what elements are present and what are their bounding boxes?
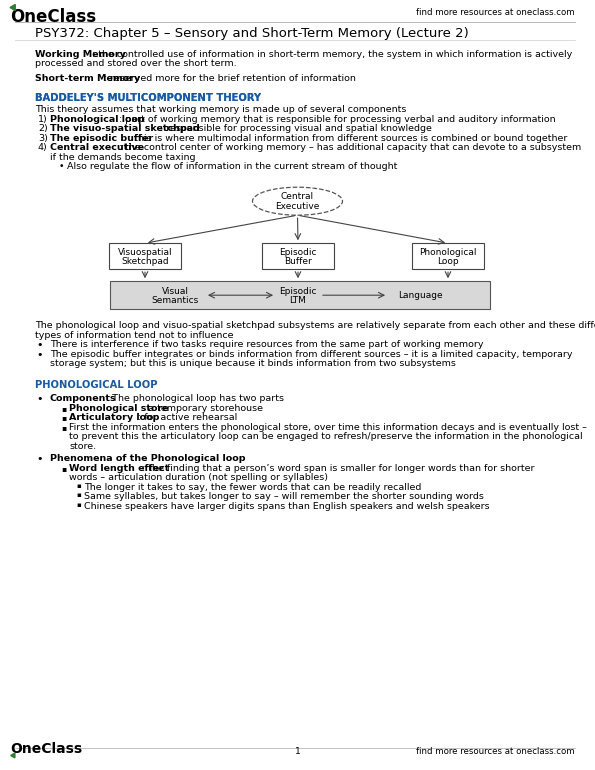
Text: OneClass: OneClass: [10, 742, 82, 756]
Text: This theory assumes that working memory is made up of several components: This theory assumes that working memory …: [35, 105, 406, 114]
Text: The longer it takes to say, the fewer words that can be readily recalled: The longer it takes to say, the fewer wo…: [84, 483, 421, 492]
Text: Loop: Loop: [437, 256, 459, 266]
Text: Components: Components: [50, 394, 117, 403]
Text: Visual: Visual: [161, 286, 189, 296]
Text: Executive: Executive: [275, 202, 320, 211]
Text: ▪: ▪: [61, 413, 66, 423]
Text: Also regulate the flow of information in the current stream of thought: Also regulate the flow of information in…: [67, 162, 397, 171]
Text: PSY372: Chapter 5 – Sensory and Short-Term Memory (Lecture 2): PSY372: Chapter 5 – Sensory and Short-Te…: [35, 27, 469, 40]
Text: 3): 3): [38, 134, 48, 142]
Text: find more resources at oneclass.com: find more resources at oneclass.com: [416, 8, 575, 17]
Text: The episodic buffer integrates or binds information from different sources – it : The episodic buffer integrates or binds …: [50, 350, 572, 359]
Text: Short-term Memory: Short-term Memory: [35, 74, 140, 82]
Text: ▪: ▪: [76, 502, 81, 507]
Text: ▪: ▪: [61, 464, 66, 473]
Text: find more resources at oneclass.com: find more resources at oneclass.com: [416, 747, 575, 756]
Text: Articulatory loop: Articulatory loop: [69, 413, 159, 423]
Text: : the control center of working memory – has additional capacity that can devote: : the control center of working memory –…: [120, 143, 581, 152]
Text: BADDELEY'S MULTICOMPONENT THEORY: BADDELEY'S MULTICOMPONENT THEORY: [35, 92, 261, 102]
Text: to prevent this the articulatory loop can be engaged to refresh/preserve the inf: to prevent this the articulatory loop ca…: [69, 432, 583, 441]
Text: PHONOLOGICAL LOOP: PHONOLOGICAL LOOP: [35, 380, 158, 390]
Text: ▪: ▪: [61, 403, 66, 413]
Text: First the information enters the phonological store, over time this information : First the information enters the phonolo…: [69, 423, 587, 432]
Text: LTM: LTM: [290, 296, 306, 305]
Text: Central executive: Central executive: [50, 143, 144, 152]
Text: 2): 2): [38, 124, 48, 133]
Text: processed and stored over the short term.: processed and stored over the short term…: [35, 59, 237, 69]
Text: BADDELEY'S MULTICOMPONENT THEORY: BADDELEY'S MULTICOMPONENT THEORY: [35, 92, 261, 102]
Text: Central: Central: [281, 192, 314, 201]
Text: Phenomena of the Phonological loop: Phenomena of the Phonological loop: [50, 454, 246, 464]
Bar: [110, 281, 490, 310]
Text: 1): 1): [38, 115, 48, 124]
Text: Same syllables, but takes longer to say – will remember the shorter sounding wor: Same syllables, but takes longer to say …: [84, 492, 484, 501]
Text: •: •: [36, 394, 42, 404]
Text: •: •: [36, 350, 42, 360]
Text: Phonological store: Phonological store: [69, 403, 168, 413]
Text: •: •: [36, 340, 42, 350]
Text: OneClass: OneClass: [10, 8, 96, 26]
Text: : the controlled use of information in short-term memory, the system in which in: : the controlled use of information in s…: [92, 50, 572, 59]
Text: ▪: ▪: [61, 423, 66, 432]
Text: Language: Language: [397, 291, 442, 300]
Text: : a temporary storehouse: : a temporary storehouse: [142, 403, 264, 413]
Text: •: •: [36, 454, 42, 464]
Text: : the finding that a person’s word span is smaller for longer words than for sho: : the finding that a person’s word span …: [142, 464, 535, 473]
Text: Semantics: Semantics: [151, 296, 199, 305]
Text: Visuospatial: Visuospatial: [118, 248, 173, 256]
Text: types of information tend not to influence: types of information tend not to influen…: [35, 330, 233, 340]
Text: There is interference if two tasks require resources from the same part of worki: There is interference if two tasks requi…: [50, 340, 484, 350]
Text: if the demands become taxing: if the demands become taxing: [50, 152, 196, 162]
Text: ▪: ▪: [76, 483, 81, 489]
Text: Word length effect: Word length effect: [69, 464, 170, 473]
Text: : for active rehearsal: : for active rehearsal: [139, 413, 237, 423]
Text: words – articulation duration (not spelling or syllables): words – articulation duration (not spell…: [69, 474, 328, 482]
Text: Working Memory: Working Memory: [35, 50, 126, 59]
Text: The visuo-spatial sketchpad: The visuo-spatial sketchpad: [50, 124, 200, 133]
Text: : The phonological loop has two parts: : The phonological loop has two parts: [106, 394, 284, 403]
Text: Chinese speakers have larger digits spans than English speakers and welsh speake: Chinese speakers have larger digits span…: [84, 502, 490, 511]
Bar: [412, 243, 484, 270]
Text: 4): 4): [38, 143, 48, 152]
Text: Phonological: Phonological: [419, 248, 477, 256]
Text: storage system; but this is unique because it binds information from two subsyst: storage system; but this is unique becau…: [50, 359, 456, 368]
Text: : part of working memory that is responsible for processing verbal and auditory : : part of working memory that is respons…: [120, 115, 556, 124]
Text: 1: 1: [295, 747, 300, 756]
Text: store.: store.: [69, 442, 96, 451]
Text: •: •: [59, 162, 64, 171]
Text: : this is where multimodal information from different sources is combined or bou: : this is where multimodal information f…: [127, 134, 567, 142]
Text: Phonological loop: Phonological loop: [50, 115, 145, 124]
Text: : reserved more for the brief retention of information: : reserved more for the brief retention …: [104, 74, 356, 82]
Text: The episodic buffer: The episodic buffer: [50, 134, 154, 142]
Text: Buffer: Buffer: [284, 256, 312, 266]
Text: The phonological loop and visuo-spatial sketchpad subsystems are relatively sepa: The phonological loop and visuo-spatial …: [35, 321, 595, 330]
Text: Episodic: Episodic: [279, 286, 317, 296]
Text: Sketchpad: Sketchpad: [121, 256, 169, 266]
Bar: [109, 243, 181, 270]
Bar: [262, 243, 334, 270]
Text: ▪: ▪: [76, 492, 81, 498]
Text: : responsible for processing visual and spatial knowledge: : responsible for processing visual and …: [160, 124, 432, 133]
Text: Episodic: Episodic: [279, 248, 317, 256]
